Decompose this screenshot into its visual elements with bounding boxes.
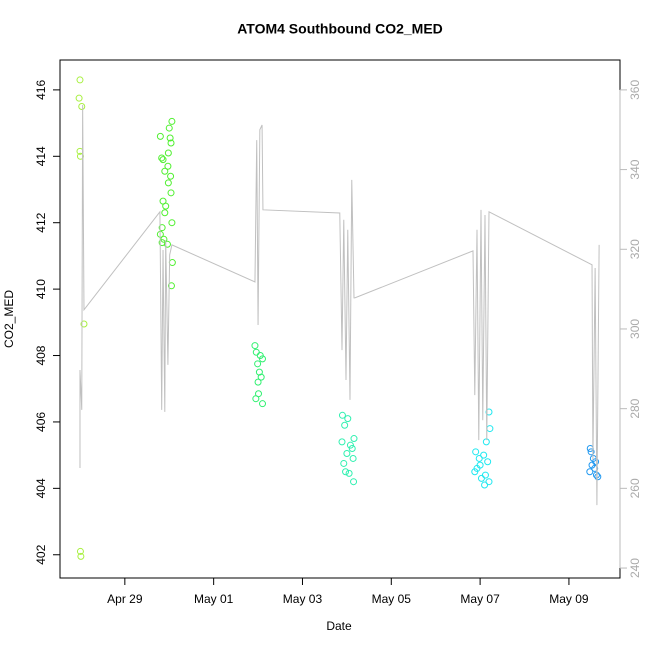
point xyxy=(161,167,169,175)
point xyxy=(254,360,262,368)
point xyxy=(259,400,267,408)
point xyxy=(259,355,267,363)
point xyxy=(78,102,86,110)
x-axis-label: Date xyxy=(326,619,352,633)
y-tick-label: 410 xyxy=(34,279,48,299)
y2-tick-label: 320 xyxy=(628,239,642,259)
chart-title: ATOM4 Southbound CO2_MED xyxy=(237,21,443,37)
point xyxy=(156,132,164,140)
point xyxy=(158,154,166,162)
point xyxy=(594,473,602,481)
point xyxy=(344,415,352,423)
point xyxy=(168,117,176,125)
point xyxy=(254,378,262,386)
point xyxy=(480,451,488,459)
point xyxy=(166,134,174,142)
point xyxy=(167,139,175,147)
point xyxy=(76,76,84,84)
x-tick-label: May 01 xyxy=(194,592,234,606)
point xyxy=(340,459,348,467)
point xyxy=(168,219,176,227)
y-tick-label: 404 xyxy=(34,478,48,498)
point xyxy=(160,235,168,243)
y2-tick-label: 360 xyxy=(628,80,642,100)
point xyxy=(586,468,594,476)
point xyxy=(350,435,358,443)
x-tick-label: May 07 xyxy=(460,592,500,606)
y-tick-label: 416 xyxy=(34,80,48,100)
x-tick-label: May 09 xyxy=(549,592,589,606)
point xyxy=(161,209,169,217)
y2-tick-label: 280 xyxy=(628,398,642,418)
point xyxy=(77,552,85,560)
point xyxy=(475,454,483,462)
co2-line xyxy=(79,105,600,506)
point xyxy=(485,408,493,416)
point xyxy=(159,156,167,164)
x-tick-label: May 05 xyxy=(372,592,412,606)
y-tick-label: 414 xyxy=(34,146,48,166)
point xyxy=(162,202,170,210)
y-axis-label: CO2_MED xyxy=(2,290,16,348)
point xyxy=(164,179,172,187)
point xyxy=(350,478,358,486)
point xyxy=(481,471,489,479)
point xyxy=(587,448,595,456)
point xyxy=(477,474,485,482)
point xyxy=(471,468,479,476)
point xyxy=(75,94,83,102)
point xyxy=(338,411,346,419)
point xyxy=(349,454,357,462)
point xyxy=(346,441,354,449)
y-tick-label: 412 xyxy=(34,212,48,232)
point xyxy=(80,320,88,328)
y2-tick-label: 340 xyxy=(628,159,642,179)
point xyxy=(164,162,172,170)
point xyxy=(164,149,172,157)
point xyxy=(484,458,492,466)
point xyxy=(167,172,175,180)
plot-frame xyxy=(59,59,621,579)
point xyxy=(165,124,173,132)
point xyxy=(348,445,356,452)
point xyxy=(338,438,346,446)
point xyxy=(163,240,171,248)
point xyxy=(472,448,480,456)
y-tick-label: 408 xyxy=(34,345,48,365)
point xyxy=(485,478,493,486)
point xyxy=(167,282,175,290)
x-tick-label: Apr 29 xyxy=(107,592,143,606)
y2-tick-label: 300 xyxy=(628,319,642,339)
point xyxy=(257,373,265,381)
point xyxy=(486,425,494,433)
point xyxy=(158,224,166,232)
y2-tick-label: 260 xyxy=(628,478,642,498)
point xyxy=(342,468,350,476)
point xyxy=(345,469,353,477)
x-tick-label: May 03 xyxy=(283,592,323,606)
y2-tick-label: 240 xyxy=(628,558,642,578)
point xyxy=(167,189,175,197)
point xyxy=(341,421,349,429)
point xyxy=(343,449,351,457)
point xyxy=(481,481,489,489)
point xyxy=(251,342,259,350)
y-tick-label: 406 xyxy=(34,412,48,432)
point xyxy=(76,547,84,555)
y-tick-label: 402 xyxy=(34,544,48,564)
point xyxy=(252,348,260,356)
point xyxy=(168,259,176,267)
point xyxy=(252,395,260,403)
